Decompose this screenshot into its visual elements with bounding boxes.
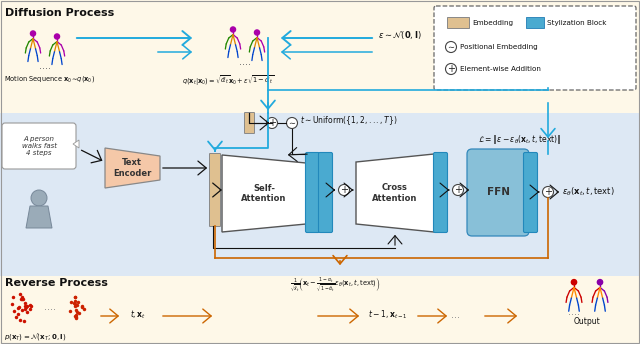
Circle shape: [597, 280, 603, 285]
Text: $\mathcal{L}=\|\epsilon-\epsilon_\theta(\mathbf{x}_t,t,\mathrm{text})\|$: $\mathcal{L}=\|\epsilon-\epsilon_\theta(…: [478, 133, 562, 147]
Text: +: +: [544, 187, 552, 197]
Text: $t\sim\mathrm{Uniform}(\{1,2,...,T\})$: $t\sim\mathrm{Uniform}(\{1,2,...,T\})$: [300, 115, 397, 127]
Polygon shape: [222, 155, 306, 232]
Text: Text
Encoder: Text Encoder: [113, 158, 151, 178]
Text: ∼: ∼: [289, 118, 296, 128]
Circle shape: [266, 118, 278, 129]
Text: ∼: ∼: [447, 43, 454, 52]
Circle shape: [255, 30, 260, 35]
Circle shape: [452, 184, 463, 195]
Bar: [0, 276, 640, 344]
FancyBboxPatch shape: [305, 152, 319, 233]
Circle shape: [54, 34, 60, 39]
Polygon shape: [105, 148, 160, 188]
Text: Output: Output: [573, 318, 600, 326]
Text: ....: ....: [39, 61, 51, 71]
Text: $\epsilon_\theta(\mathbf{x}_t,t,\mathrm{text})$: $\epsilon_\theta(\mathbf{x}_t,t,\mathrm{…: [562, 186, 615, 198]
FancyBboxPatch shape: [209, 153, 221, 226]
Circle shape: [31, 190, 47, 206]
FancyBboxPatch shape: [319, 152, 333, 233]
Text: $p(\mathbf{x}_T)=\mathcal{N}(\mathbf{x}_T;\mathbf{0},\mathbf{I})$: $p(\mathbf{x}_T)=\mathcal{N}(\mathbf{x}_…: [4, 332, 67, 343]
Circle shape: [230, 27, 236, 32]
Text: Self-
Attention: Self- Attention: [241, 184, 287, 203]
Text: $\epsilon\sim\mathcal{N}(\mathbf{0},\mathbf{I})$: $\epsilon\sim\mathcal{N}(\mathbf{0},\mat…: [378, 29, 422, 41]
Text: Reverse Process: Reverse Process: [5, 278, 108, 288]
Circle shape: [31, 31, 36, 36]
Circle shape: [445, 64, 456, 75]
FancyBboxPatch shape: [244, 112, 255, 133]
Text: ....: ....: [239, 57, 251, 67]
Text: Positional Embedding: Positional Embedding: [460, 44, 538, 50]
Text: +: +: [268, 118, 276, 128]
Bar: [0, 0, 640, 113]
Text: ...: ...: [451, 310, 460, 320]
Text: $t-1,\mathbf{x}_{t-1}$: $t-1,\mathbf{x}_{t-1}$: [368, 309, 408, 321]
FancyBboxPatch shape: [434, 6, 636, 90]
Circle shape: [572, 280, 577, 285]
FancyBboxPatch shape: [2, 123, 76, 169]
Polygon shape: [26, 206, 52, 228]
Text: +: +: [454, 185, 462, 195]
Circle shape: [339, 184, 349, 195]
Text: +: +: [340, 185, 348, 195]
Text: Cross
Attention: Cross Attention: [372, 183, 418, 203]
FancyBboxPatch shape: [524, 152, 538, 233]
Text: $\frac{1}{\sqrt{\bar{x}_t}}\!\left(\mathbf{x}_t-\frac{1-\alpha_t}{\sqrt{1-\bar{\: $\frac{1}{\sqrt{\bar{x}_t}}\!\left(\math…: [290, 276, 380, 294]
Text: $t,\mathbf{x}_t$: $t,\mathbf{x}_t$: [130, 309, 146, 321]
Text: ....: ....: [44, 302, 56, 312]
FancyBboxPatch shape: [433, 152, 447, 233]
FancyBboxPatch shape: [526, 17, 544, 28]
Text: ....: ....: [568, 307, 580, 317]
Polygon shape: [73, 140, 79, 148]
Text: Element-wise Addition: Element-wise Addition: [460, 66, 541, 72]
Circle shape: [445, 42, 456, 53]
Text: +: +: [447, 64, 455, 74]
Circle shape: [287, 118, 298, 129]
Text: A person
walks fast
4 steps: A person walks fast 4 steps: [22, 136, 56, 156]
FancyBboxPatch shape: [467, 149, 529, 236]
Text: Stylization Block: Stylization Block: [547, 20, 607, 26]
Text: Diffusion Process: Diffusion Process: [5, 8, 115, 18]
Text: Motion Sequence $\mathbf{x}_0\!\sim\!q(\mathbf{x}_0)$: Motion Sequence $\mathbf{x}_0\!\sim\!q(\…: [4, 74, 95, 84]
Text: FFN: FFN: [486, 187, 509, 197]
FancyBboxPatch shape: [447, 17, 469, 28]
Circle shape: [543, 186, 554, 197]
Bar: [0, 113, 640, 276]
Text: Embedding: Embedding: [472, 20, 513, 26]
Polygon shape: [356, 154, 434, 232]
Text: $q(\mathbf{x}_t|\mathbf{x}_0)=\sqrt{\bar{\alpha}_t}\mathbf{x}_0+\epsilon\sqrt{1-: $q(\mathbf{x}_t|\mathbf{x}_0)=\sqrt{\bar…: [182, 74, 274, 88]
